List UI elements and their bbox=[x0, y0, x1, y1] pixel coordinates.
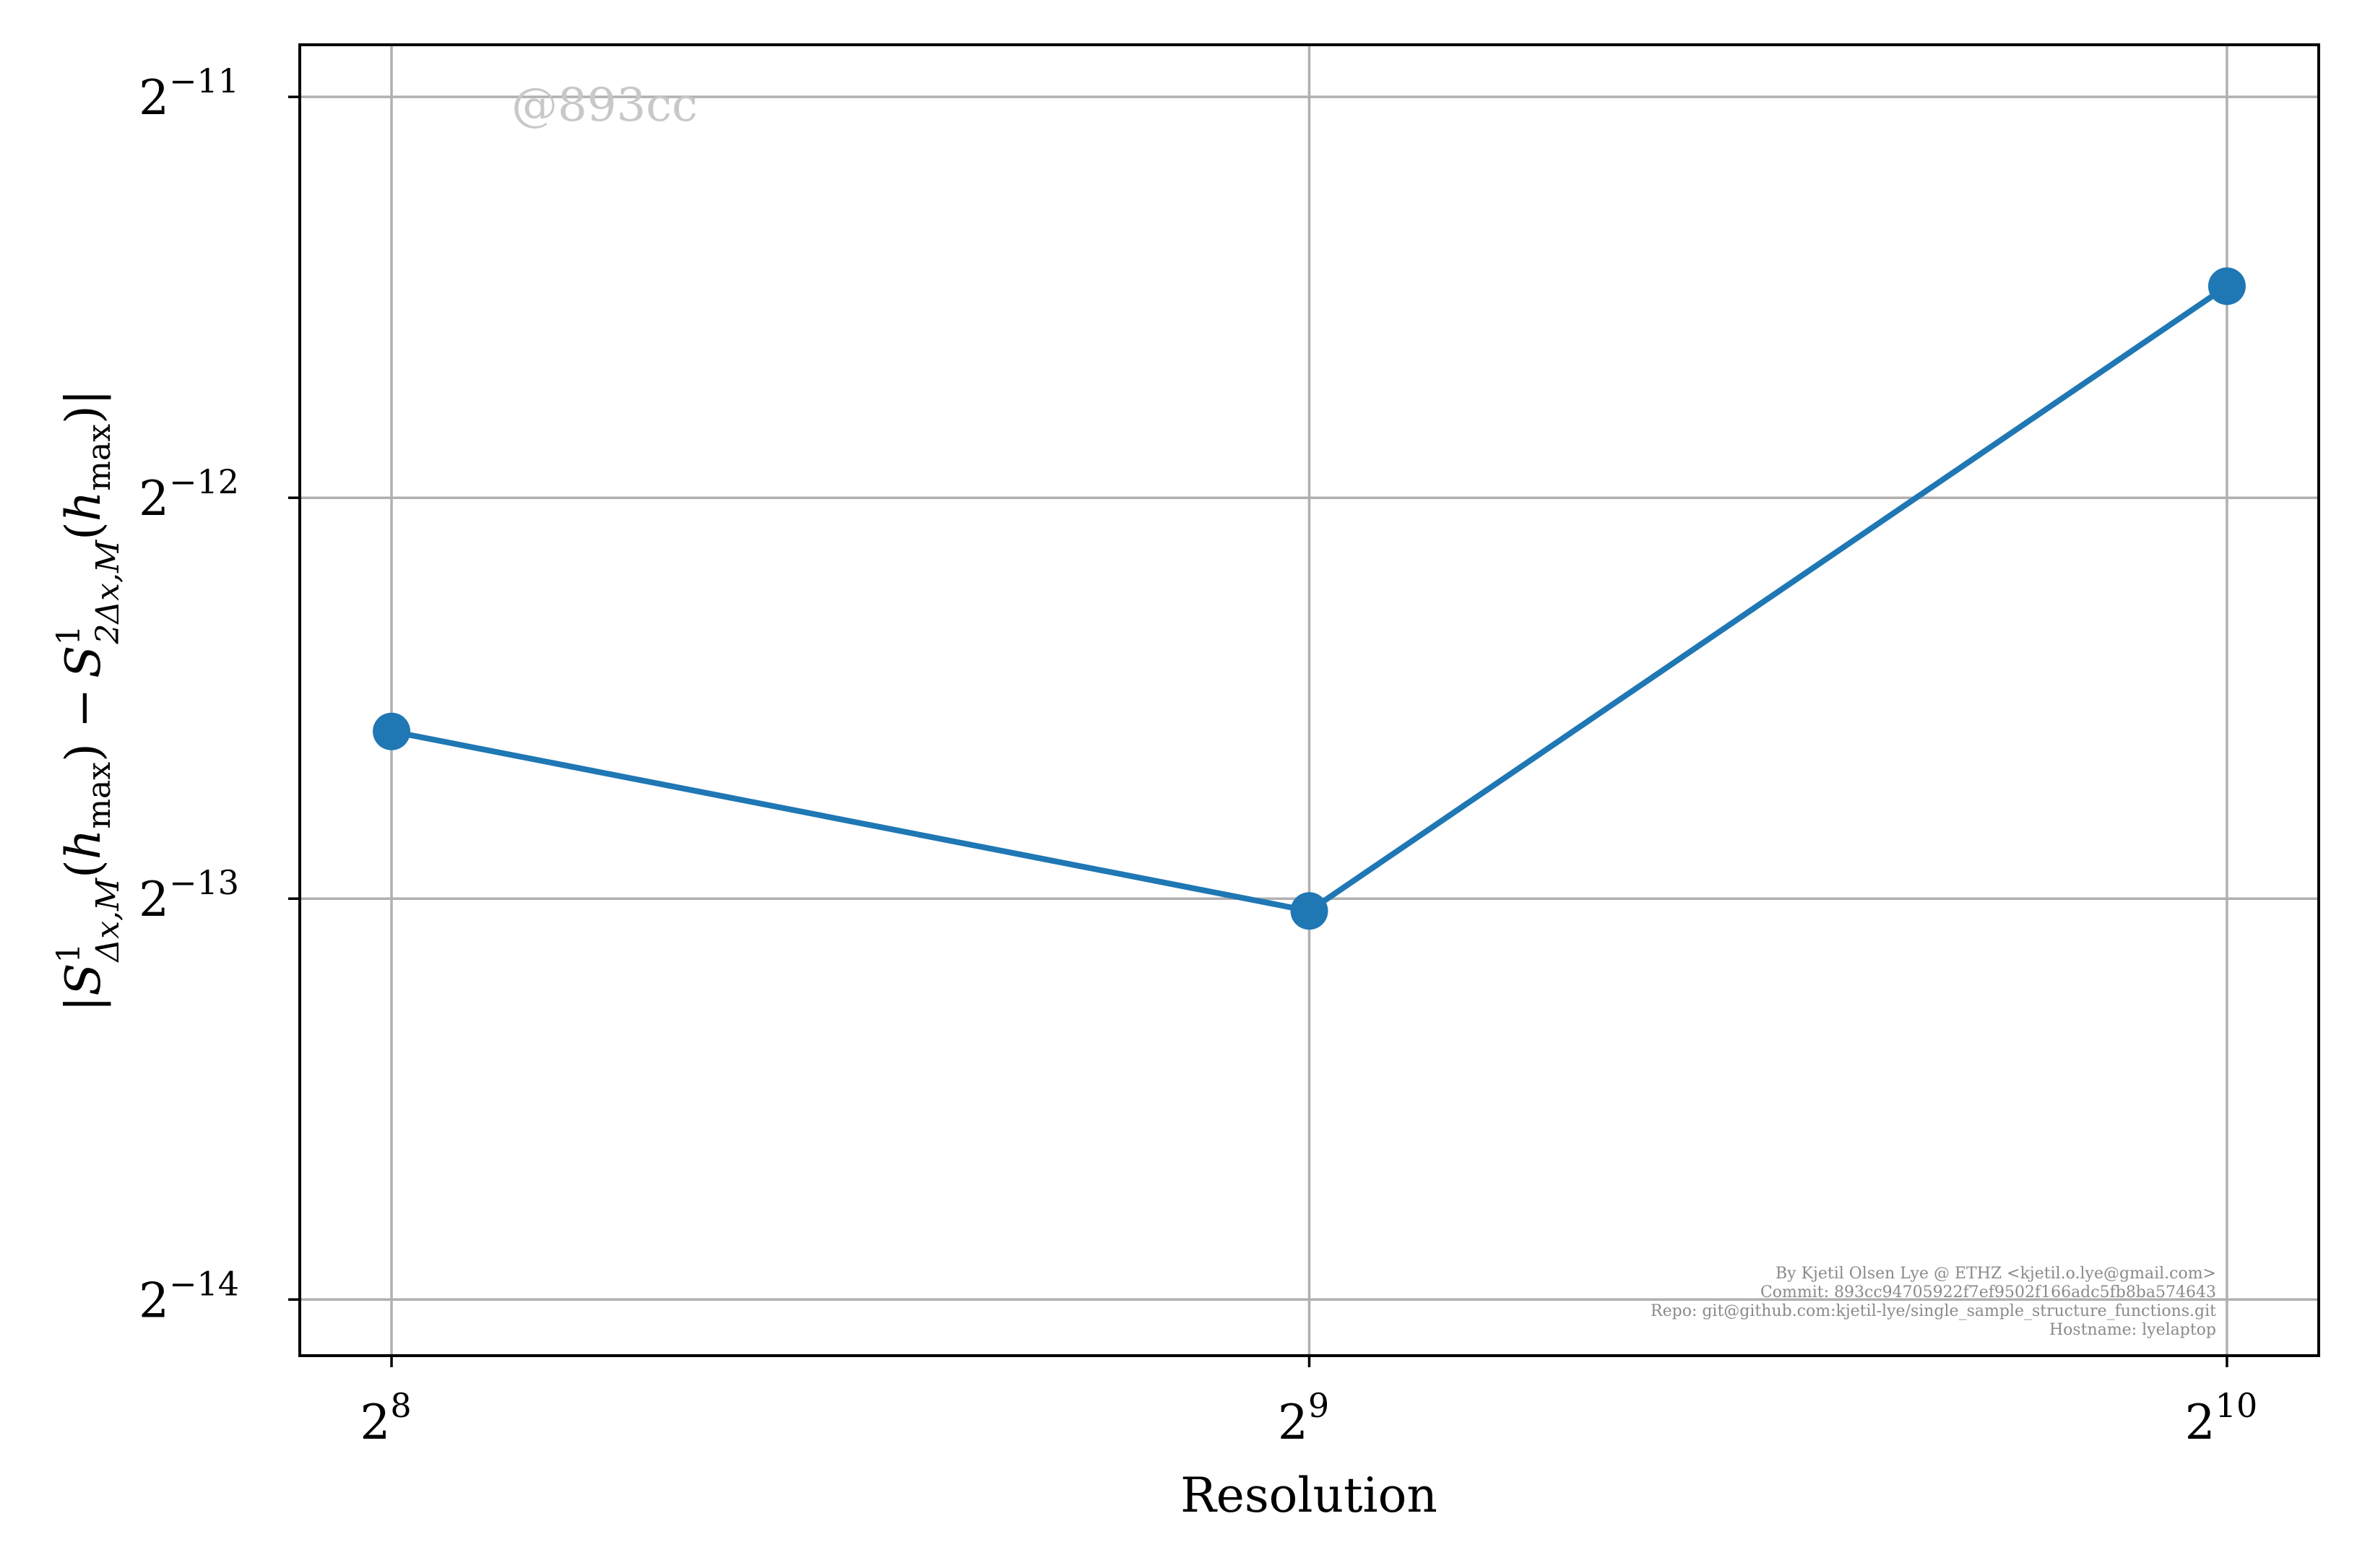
x-axis-label: Resolution bbox=[1180, 1468, 1437, 1523]
data-point bbox=[373, 712, 411, 750]
credits-block: By Kjetil Olsen Lye @ ETHZ <kjetil.o.lye… bbox=[1651, 1265, 2216, 1339]
credits-line: By Kjetil Olsen Lye @ ETHZ <kjetil.o.lye… bbox=[1776, 1265, 2216, 1283]
credits-line: Hostname: lyelaptop bbox=[2049, 1321, 2216, 1339]
y-axis-label: |S1Δx,M(hmax) −S12Δx,M(hmax)| bbox=[51, 389, 126, 1012]
grid-lines bbox=[300, 45, 2319, 1356]
x-axis-ticks: 28 29 210 bbox=[360, 1356, 2257, 1450]
x-tick-label: 28 bbox=[360, 1386, 411, 1450]
credits-line: Repo: git@github.com:kjetil-lye/single_s… bbox=[1651, 1302, 2216, 1320]
data-point bbox=[2207, 267, 2246, 306]
y-tick-label: 2−12 bbox=[139, 462, 239, 527]
y-tick-label: 2−13 bbox=[139, 863, 239, 927]
y-tick-label: 2−11 bbox=[139, 61, 239, 126]
y-axis-ticks: 2−11 2−12 2−13 2−14 bbox=[139, 61, 300, 1328]
x-tick-label: 29 bbox=[1278, 1386, 1329, 1450]
credits-line: Commit: 893cc94705922f7ef9502f166adc5fb8… bbox=[1760, 1283, 2216, 1301]
x-tick-label: 210 bbox=[2185, 1386, 2258, 1450]
data-point bbox=[1290, 892, 1328, 930]
series-layer bbox=[373, 267, 2246, 930]
y-tick-label: 2−14 bbox=[139, 1264, 239, 1328]
watermark: @893cc bbox=[511, 79, 698, 132]
